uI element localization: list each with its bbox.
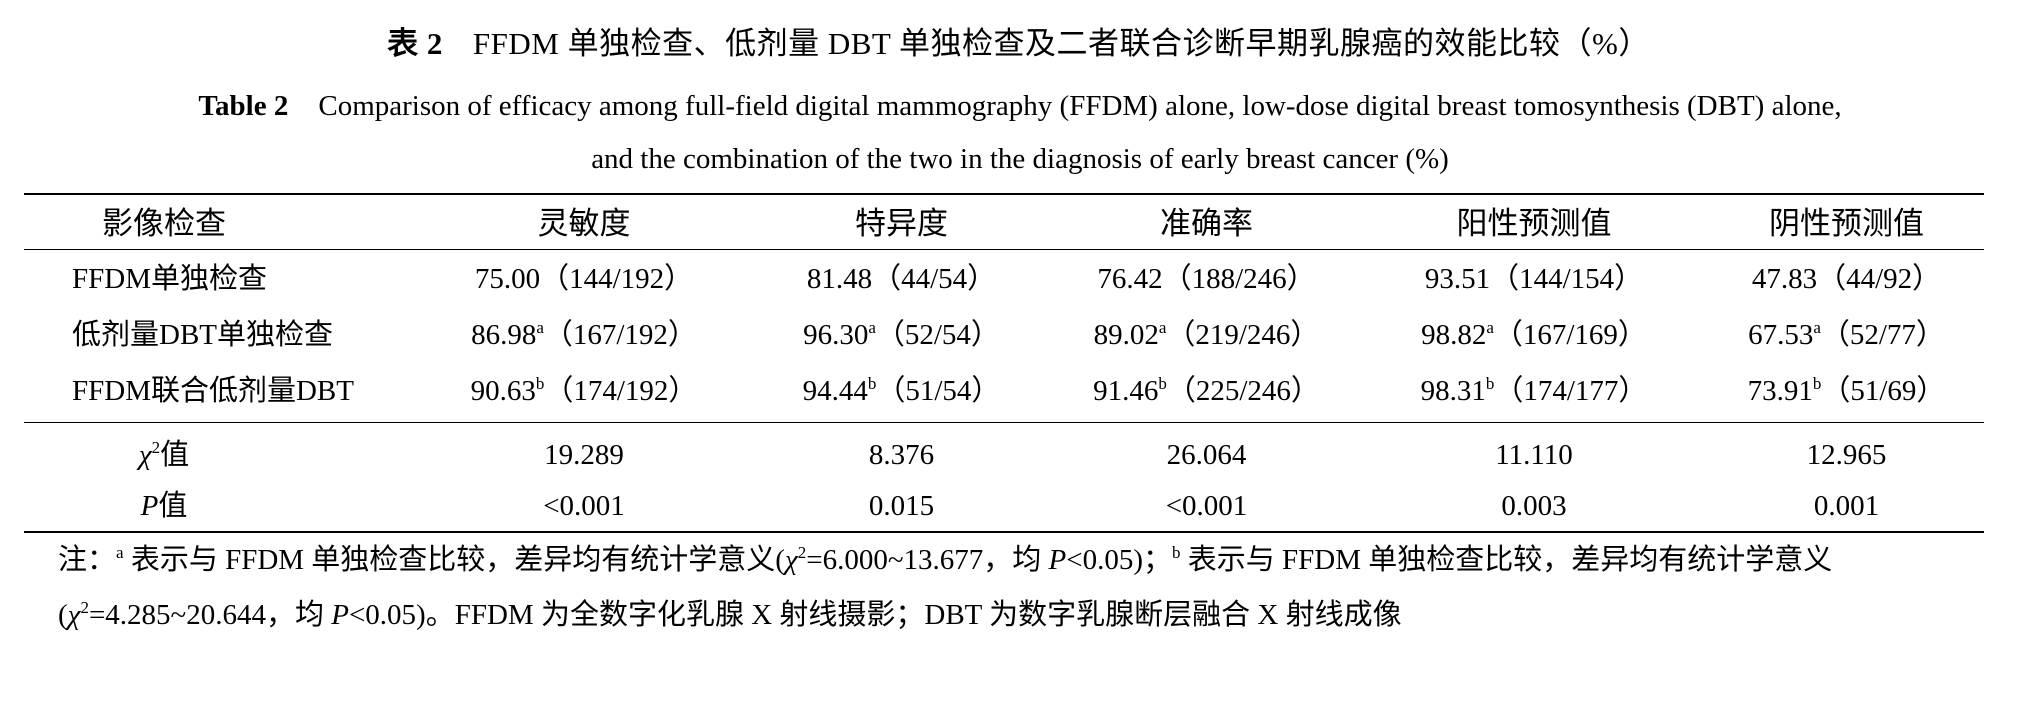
- table-cell: 93.51（144/154）: [1424, 263, 1644, 295]
- chi-square-row: χ2值 19.289 8.376 26.064 11.110 12.965: [24, 427, 1984, 483]
- superscript-a: a: [1158, 318, 1167, 337]
- table-cell: 86.98a（167/192）: [471, 318, 697, 351]
- table-label-en: Table 2: [198, 90, 289, 122]
- p-value: 0.001: [1813, 490, 1880, 522]
- superscript-a: a: [1813, 318, 1821, 337]
- table-footnote: 注：a 表示与 FFDM 单独检查比较，差异均有统计学意义(χ2=6.000~1…: [58, 543, 1833, 631]
- table-header-row: 影像检查 灵敏度 特异度 准确率 阳性预测值 阴性预测值: [24, 196, 1984, 252]
- p-value-row: P值 <0.001 0.015 <0.001 0.003 0.001: [24, 478, 1984, 534]
- table-cell: 90.63b（174/192）: [470, 374, 698, 407]
- table-row: FFDM联合低剂量DBT 90.63b（174/192） 94.44b（51/5…: [24, 363, 1984, 419]
- chi-square-value: 12.965: [1806, 439, 1887, 471]
- table-cell: 47.83（44/92）: [1751, 263, 1942, 295]
- superscript-a: a: [1486, 318, 1494, 337]
- table-bottom-rule: [24, 531, 1984, 533]
- table-title-cn: 表 2 FFDM 单独检查、低剂量 DBT 单独检查及二者联合诊断早期乳腺癌的效能…: [0, 24, 2037, 64]
- superscript-b: b: [867, 374, 877, 393]
- header-cell: 准确率: [1160, 206, 1253, 241]
- header-cell: 特异度: [855, 206, 948, 241]
- header-cell: 阴性预测值: [1769, 206, 1924, 241]
- table-cell: 67.53a（52/77）: [1748, 318, 1945, 351]
- table-top-rule: [24, 193, 1984, 195]
- superscript-a: a: [536, 318, 544, 337]
- row-label: 低剂量DBT单独检查: [72, 319, 334, 351]
- table-cell: 75.00（144/192）: [474, 263, 694, 295]
- table-row: FFDM单独检查 75.00（144/192） 81.48（44/54） 76.…: [24, 251, 1984, 307]
- chi-square-value: 19.289: [544, 439, 624, 471]
- table-cell: 91.46b（225/246）: [1093, 374, 1320, 407]
- table-cell: 76.42（188/246）: [1097, 263, 1316, 295]
- p-value: 0.015: [868, 490, 935, 522]
- superscript-b: b: [1158, 374, 1167, 393]
- chi-square-value: 8.376: [868, 439, 935, 471]
- table-cell: 94.44b（51/54）: [802, 374, 1001, 407]
- p-value: <0.001: [1165, 490, 1248, 522]
- table-title-en-line1: Comparison of efficacy among full-field …: [318, 90, 1842, 122]
- header-cell: 阳性预测值: [1456, 206, 1612, 241]
- header-cell: 灵敏度: [537, 206, 631, 241]
- table-cell: 81.48（44/54）: [806, 263, 997, 295]
- table-cell: 98.31b（174/177）: [1420, 374, 1648, 407]
- table-cell: 96.30a（52/54）: [803, 318, 1000, 351]
- table-mid-rule: [24, 422, 1984, 423]
- table-title-cn-text: FFDM 单独检查、低剂量 DBT 单独检查及二者联合诊断早期乳腺癌的效能比较（…: [472, 26, 1650, 61]
- superscript-b: b: [1812, 374, 1822, 393]
- table-header-rule: [24, 249, 1984, 250]
- row-label: FFDM单独检查: [72, 263, 267, 295]
- table-label-cn: 表 2: [387, 26, 443, 61]
- table-cell: 89.02a（219/246）: [1093, 318, 1320, 351]
- table-row: 低剂量DBT单独检查 86.98a（167/192） 96.30a（52/54）…: [24, 307, 1984, 363]
- table-title-en-line2: and the combination of the two in the di…: [591, 143, 1449, 175]
- superscript-b: b: [1485, 374, 1495, 393]
- table-title-en: Table 2 Comparison of efficacy among full…: [55, 80, 1985, 186]
- row-label: FFDM联合低剂量DBT: [72, 375, 354, 407]
- superscript-a: a: [868, 318, 876, 337]
- chi-square-label: χ2值: [138, 438, 190, 471]
- table-cell: 73.91b（51/69）: [1747, 374, 1946, 407]
- chi-square-value: 11.110: [1495, 439, 1573, 471]
- chi-square-value: 26.064: [1166, 439, 1247, 471]
- p-value-label: P值: [140, 490, 188, 522]
- p-value: 0.003: [1501, 490, 1567, 522]
- p-value: <0.001: [543, 490, 625, 522]
- header-cell: 影像检查: [102, 206, 226, 241]
- superscript-b: b: [535, 374, 545, 393]
- table-cell: 98.82a（167/169）: [1421, 318, 1647, 351]
